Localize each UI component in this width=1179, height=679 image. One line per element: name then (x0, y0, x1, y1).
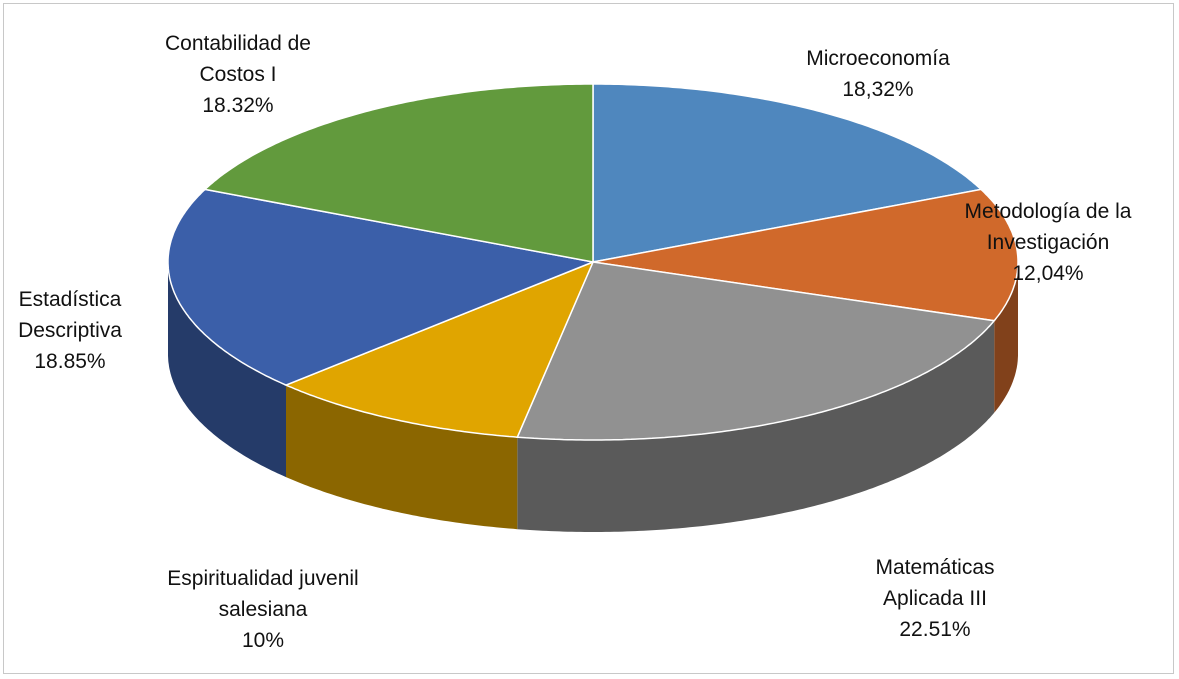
chart-border (3, 3, 1174, 674)
value-label: 22.51% (899, 618, 971, 641)
slice-side (168, 262, 286, 478)
data-label: Matemáticas Aplicada III 22.51% (845, 552, 1025, 645)
slice-side (517, 320, 995, 532)
category-label: Contabilidad de Costos I (165, 32, 311, 86)
value-label: 18,32% (842, 78, 914, 101)
data-label: Microeconomía 18,32% (778, 43, 978, 105)
slice (592, 83, 983, 263)
category-label: Estadística Descriptiva (18, 288, 122, 342)
slice (284, 260, 595, 438)
value-label: 18.85% (34, 350, 106, 373)
category-label: Metodología de la Investigación (964, 200, 1132, 254)
data-label: Metodología de la Investigación 12,04% (943, 196, 1153, 289)
slice (203, 83, 594, 263)
data-label: Estadística Descriptiva 18.85% (0, 284, 140, 377)
category-label: Microeconomía (806, 47, 950, 70)
slice (167, 188, 596, 386)
value-label: 10% (241, 629, 285, 652)
value-label: 12,04% (1012, 262, 1084, 285)
value-label: 18.32% (202, 94, 274, 117)
category-label: Matemáticas Aplicada III (875, 556, 995, 610)
slice-side (994, 262, 1018, 413)
data-label: Contabilidad de Costos I 18.32% (138, 28, 338, 121)
slice (516, 261, 996, 441)
slice (592, 188, 1019, 322)
data-label: Espiritualidad juvenil salesiana 10% (153, 563, 373, 656)
category-label: Espiritualidad juvenil salesiana (167, 567, 359, 621)
slice-side (286, 385, 518, 530)
